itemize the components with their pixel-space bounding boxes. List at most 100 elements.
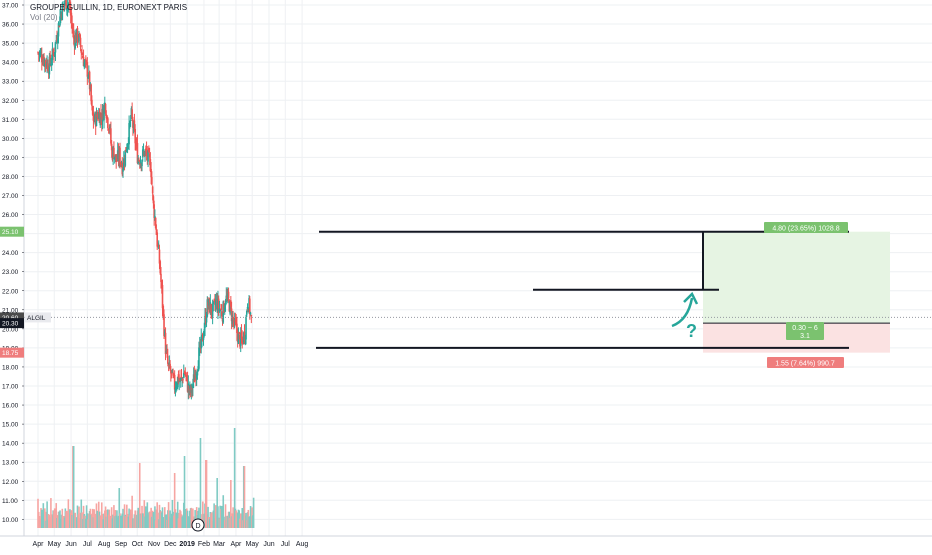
candle-body [91, 99, 93, 106]
price-axis-tick: 15.00 [2, 422, 19, 429]
price-badge [0, 347, 24, 358]
candle-body [86, 62, 89, 77]
candle-body [173, 374, 175, 376]
candle-body [47, 63, 49, 71]
candle-body [78, 33, 80, 42]
candle-body [152, 196, 155, 204]
candle-body [135, 144, 137, 146]
volume-bar [46, 501, 48, 528]
candle-body [171, 369, 174, 374]
dividend-marker-label: D [195, 523, 200, 530]
time-axis-label: Nov [148, 541, 161, 548]
dividend-marker-icon[interactable] [191, 518, 205, 532]
price-axis-tick: 13.00 [2, 460, 19, 467]
volume-bar [50, 498, 52, 528]
volume-bar [233, 428, 236, 528]
candle-body [224, 304, 227, 306]
candle-body [180, 376, 183, 378]
candle-body [160, 273, 162, 283]
price-axis-tick: 29.00 [2, 155, 19, 162]
candle-body [126, 148, 128, 152]
candle-body [72, 30, 75, 39]
candle-body [220, 311, 223, 317]
volume-bar [183, 456, 186, 528]
volume-bar [199, 438, 202, 528]
volume-bar [61, 508, 64, 528]
candle-body [69, 0, 71, 10]
arrow-head-icon [683, 291, 699, 305]
volume-bar [241, 507, 244, 528]
candle-body [126, 143, 129, 149]
candle-body [115, 154, 117, 162]
candle-body [66, 8, 68, 11]
price-axis-tick: 31.00 [2, 117, 19, 124]
volume-bar [224, 504, 227, 528]
candle-body [241, 336, 244, 341]
candle-body [147, 150, 149, 162]
volume-bar [252, 497, 255, 528]
candle-body [91, 106, 94, 115]
candle-body [182, 372, 185, 379]
time-axis-label: Jul [83, 541, 92, 548]
candle-body [155, 229, 158, 235]
candle-body [108, 128, 111, 130]
candle-body [166, 350, 168, 355]
candle-body [129, 121, 131, 126]
candle-body [110, 128, 112, 144]
candle-body [138, 159, 140, 161]
candle-body [124, 149, 127, 166]
candle-body [72, 29, 74, 31]
candle-body [48, 56, 51, 75]
candle-body [235, 321, 237, 325]
candle-body [76, 27, 79, 42]
candle-body [237, 333, 240, 344]
candle-body [90, 84, 92, 102]
candle-body [156, 232, 158, 247]
price-axis-tick: 33.00 [2, 79, 19, 86]
candle-body [162, 305, 165, 314]
candle-body [141, 149, 144, 158]
price-axis-tick: 23.00 [2, 269, 19, 276]
profit-zone [703, 231, 890, 324]
candle-body [196, 370, 199, 376]
volume-bar [42, 503, 45, 528]
candle-body [225, 295, 228, 303]
candle-body [58, 25, 61, 28]
volume-bar [222, 495, 225, 528]
candle-body [134, 128, 136, 144]
price-axis-tick: 16.00 [2, 403, 19, 410]
price-badge [0, 312, 24, 323]
volume-bar [167, 502, 170, 528]
price-axis-tick: 21.00 [2, 307, 19, 314]
candle-body [100, 112, 102, 118]
volume-bar [230, 480, 232, 528]
candle-body [160, 280, 163, 288]
volume-bar [243, 466, 246, 528]
candle-body [229, 301, 231, 314]
candle-body [145, 149, 148, 155]
price-axis-tick: 24.00 [2, 250, 19, 257]
candle-body [191, 387, 193, 390]
candle-body [40, 55, 43, 63]
candle-body [122, 158, 125, 170]
candle-body [116, 160, 118, 162]
candle-body [167, 355, 169, 364]
candle-body [84, 61, 86, 63]
candle-body [95, 112, 98, 126]
candle-body [151, 177, 153, 185]
candle-body [78, 33, 81, 37]
price-axis-tick: 17.00 [2, 384, 19, 391]
candle-body [157, 247, 160, 249]
chart-title: GROUPE GUILLIN, 1D, EURONEXT PARIS [30, 3, 188, 12]
volume-bar [154, 506, 156, 528]
volume-bar [184, 508, 187, 528]
candle-body [99, 113, 102, 126]
candle-body [144, 150, 146, 156]
candle-body [103, 105, 105, 121]
candle-body [121, 162, 124, 175]
candle-body [56, 38, 59, 44]
candle-body [214, 300, 217, 307]
target-label: 4.80 (23.65%) 1028.8 [772, 226, 839, 233]
